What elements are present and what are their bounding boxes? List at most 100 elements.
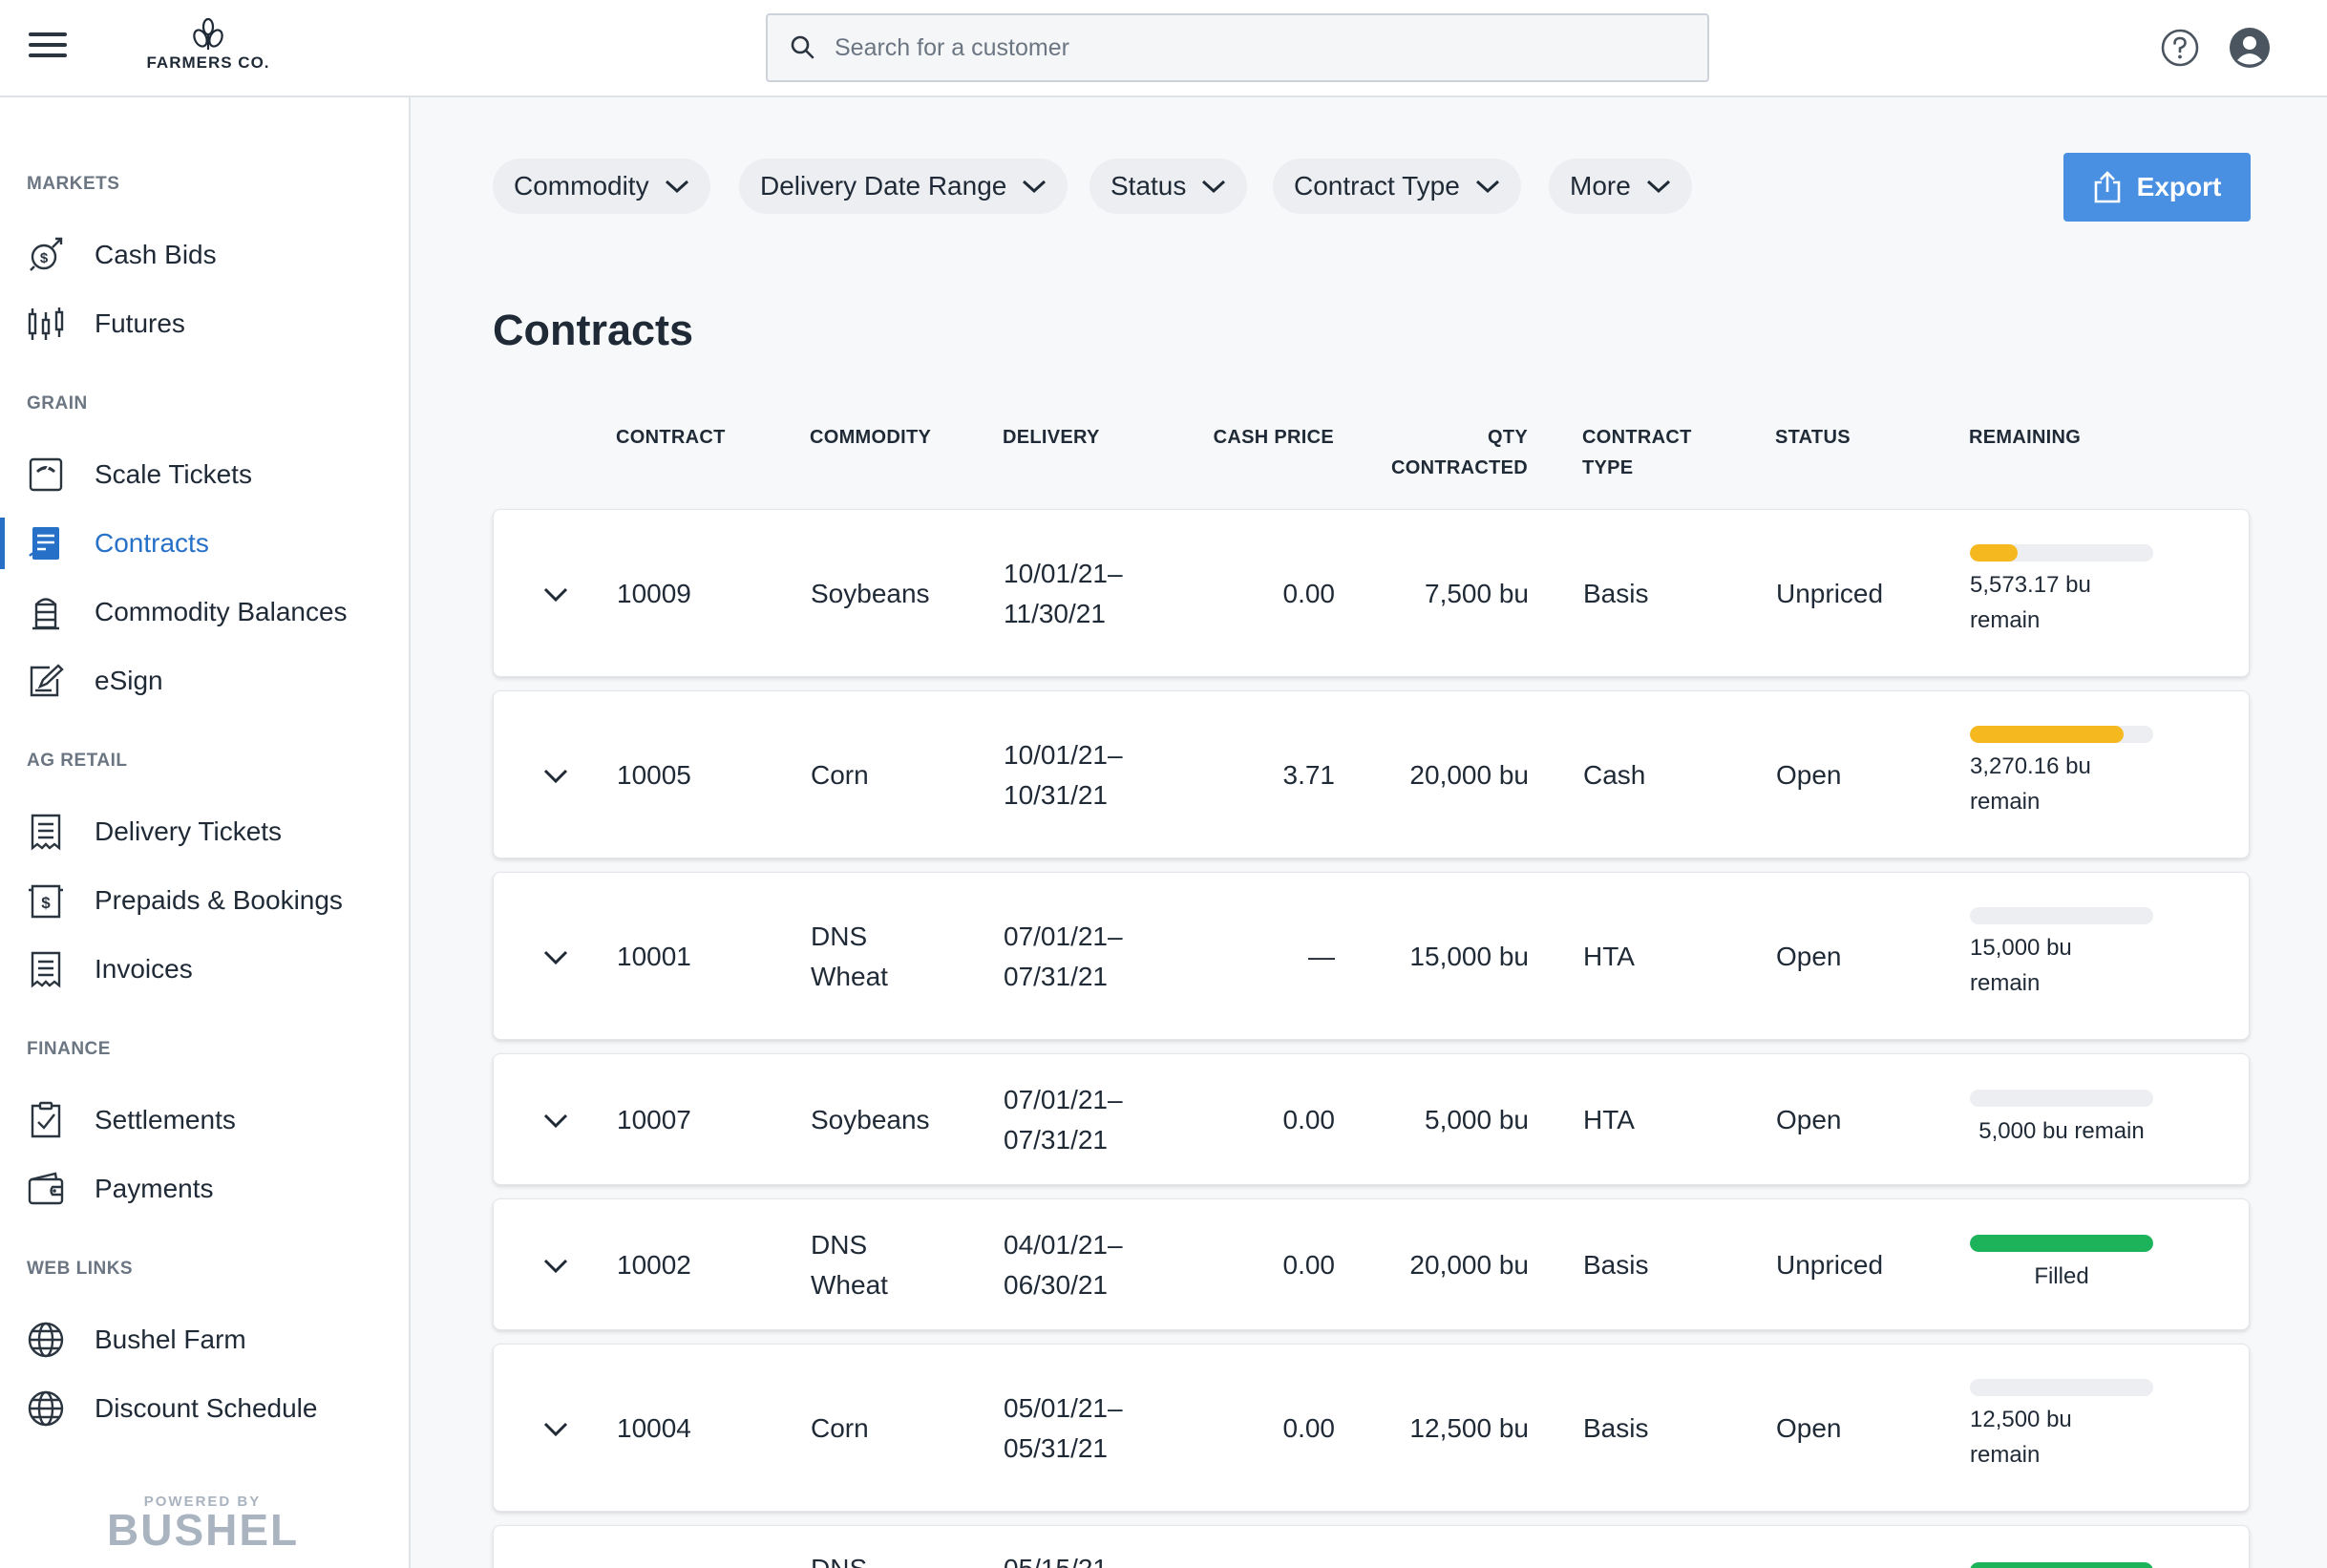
receipt-icon <box>31 814 61 851</box>
contract-type: Basis <box>1583 579 1649 608</box>
filter-label: Delivery Date Range <box>760 171 1007 201</box>
sidebar-item-prepaids-bookings[interactable]: $ Prepaids & Bookings <box>0 871 409 930</box>
contract-status: Unpriced <box>1776 579 1884 608</box>
filter-contract-type[interactable]: Contract Type <box>1273 159 1521 214</box>
contract-number: 10002 <box>617 1250 691 1280</box>
progress-fill <box>1970 726 2125 743</box>
contract-type: HTA <box>1583 942 1635 971</box>
contract-type: Cash <box>1583 760 1646 790</box>
cash-price: 0.00 <box>1282 1250 1336 1280</box>
remaining-progress-bar <box>1970 907 2153 924</box>
contract-number: 10001 <box>617 942 691 971</box>
delivery-line: 10/01/21– <box>1004 559 1123 588</box>
contract-row[interactable]: DNS 05/15/21 <box>493 1525 2250 1568</box>
qty-contracted: 5,000 bu <box>1425 1105 1529 1134</box>
sidebar-item-invoices[interactable]: Invoices <box>0 940 409 999</box>
sidebar-item-scale-tickets[interactable]: Scale Tickets <box>0 445 409 504</box>
qty-contracted: 20,000 bu <box>1409 1250 1529 1280</box>
section-title-grain: GRAIN <box>27 393 88 413</box>
remaining-progress-bar <box>1970 1562 2153 1568</box>
delivery-range: 07/01/21– 07/31/21 <box>1004 917 1123 997</box>
section-title-web-links: WEB LINKS <box>27 1259 134 1279</box>
page-title: Contracts <box>493 306 694 354</box>
menu-icon[interactable] <box>29 32 67 63</box>
column-header-commodity[interactable]: COMMODITY <box>810 427 932 448</box>
help-icon[interactable] <box>2160 28 2200 68</box>
contract-row[interactable]: 10005 Corn 10/01/21– 10/31/21 3.71 20,000… <box>493 690 2250 858</box>
sidebar-item-futures[interactable]: Futures <box>0 294 409 353</box>
contract-row[interactable]: 10007 Soybeans 07/01/21– 07/31/21 0.00 5,… <box>493 1053 2250 1185</box>
contract-number: 10007 <box>617 1105 691 1134</box>
column-header-remaining[interactable]: REMAINING <box>1969 427 2082 448</box>
brand-logo[interactable]: FARMERS CO. <box>141 17 275 80</box>
export-button[interactable]: Export <box>2063 153 2251 222</box>
chevron-down-icon[interactable] <box>541 943 570 971</box>
sidebar-item-payments[interactable]: Payments <box>0 1159 409 1218</box>
sidebar-item-label: Cash Bids <box>95 240 217 269</box>
contract-status: Unpriced <box>1776 1250 1884 1280</box>
column-header-qty-contracted[interactable]: QTY CONTRACTED <box>1337 422 1528 483</box>
sidebar-item-settlements[interactable]: Settlements <box>0 1091 409 1150</box>
delivery-line: 05/01/21– <box>1004 1393 1123 1423</box>
checklist-icon <box>31 1101 61 1138</box>
filter-delivery-date-range[interactable]: Delivery Date Range <box>739 159 1068 214</box>
column-header-contract-type[interactable]: CONTRACT TYPE <box>1582 422 1692 483</box>
search-input[interactable] <box>835 33 1675 62</box>
chevron-down-icon[interactable] <box>541 1251 570 1280</box>
sidebar-item-cash-bids[interactable]: $ Cash Bids <box>0 225 409 285</box>
filter-status[interactable]: Status <box>1089 159 1248 214</box>
chevron-down-icon[interactable] <box>541 580 570 608</box>
column-header-cash-price[interactable]: CASH PRICE <box>1213 427 1334 448</box>
chevron-down-icon[interactable] <box>541 1414 570 1443</box>
commodity: DNS Wheat <box>811 917 888 997</box>
progress-fill <box>1970 544 2018 562</box>
commodity-line: DNS <box>811 1230 868 1260</box>
top-bar: FARMERS CO. <box>0 0 2327 97</box>
commodity-line: Wheat <box>811 1270 888 1300</box>
cash-bids-icon: $ <box>30 237 63 271</box>
delivery-range: 10/01/21– 10/31/21 <box>1004 735 1123 816</box>
column-header-contract[interactable]: CONTRACT <box>616 427 726 448</box>
remaining-line: remain <box>1970 1442 2041 1468</box>
remaining-line: Filled <box>2034 1263 2089 1289</box>
column-header-line: QTY <box>1487 427 1528 448</box>
commodity-line: DNS <box>811 922 868 951</box>
account-icon[interactable] <box>2229 27 2271 69</box>
chevron-down-icon[interactable] <box>541 1106 570 1134</box>
sidebar-item-esign[interactable]: eSign <box>0 651 409 710</box>
sidebar-item-label: eSign <box>95 666 163 695</box>
sidebar-item-label: Commodity Balances <box>95 597 348 626</box>
globe-icon <box>28 1322 64 1358</box>
sidebar-item-bushel-farm[interactable]: Bushel Farm <box>0 1310 409 1369</box>
commodity: Corn <box>811 755 869 795</box>
sidebar-item-contracts[interactable]: Contracts <box>0 514 409 573</box>
chevron-down-icon[interactable] <box>541 761 570 790</box>
column-header-line: TYPE <box>1582 457 1634 478</box>
contract-status: Open <box>1776 1105 1842 1134</box>
contract-row[interactable]: 10001 DNS Wheat 07/01/21– 07/31/21 — 15,00… <box>493 872 2250 1040</box>
contract-type: Basis <box>1583 1413 1649 1443</box>
sidebar-item-commodity-balances[interactable]: Commodity Balances <box>0 583 409 642</box>
filter-label: More <box>1570 171 1631 201</box>
powered-by-text: POWERED BY <box>143 1494 262 1510</box>
scale-icon <box>29 457 63 492</box>
sidebar-item-delivery-tickets[interactable]: Delivery Tickets <box>0 802 409 861</box>
progress-fill <box>1970 1562 2153 1568</box>
sidebar-item-label: Prepaids & Bookings <box>95 885 343 915</box>
contract-row[interactable]: 10009 Soybeans 10/01/21– 11/30/21 0.00 7,… <box>493 509 2250 677</box>
sidebar-item-label: Scale Tickets <box>95 459 252 489</box>
column-header-line: CONTRACTED <box>1391 457 1528 478</box>
customer-search[interactable] <box>766 13 1709 82</box>
contract-status: Open <box>1776 1413 1842 1443</box>
filter-commodity[interactable]: Commodity <box>493 159 710 214</box>
filter-label: Commodity <box>514 171 649 201</box>
qty-contracted: 7,500 bu <box>1425 579 1529 608</box>
contract-row[interactable]: 10004 Corn 05/01/21– 05/31/21 0.00 12,500… <box>493 1344 2250 1512</box>
search-icon <box>791 35 814 59</box>
filter-more[interactable]: More <box>1549 159 1692 214</box>
delivery-range: 10/01/21– 11/30/21 <box>1004 554 1123 634</box>
sidebar-item-discount-schedule[interactable]: Discount Schedule <box>0 1379 409 1438</box>
column-header-delivery[interactable]: DELIVERY <box>1003 427 1100 448</box>
column-header-status[interactable]: STATUS <box>1775 427 1851 448</box>
contract-row[interactable]: 10002 DNS Wheat 04/01/21– 06/30/21 0.00 20… <box>493 1198 2250 1330</box>
